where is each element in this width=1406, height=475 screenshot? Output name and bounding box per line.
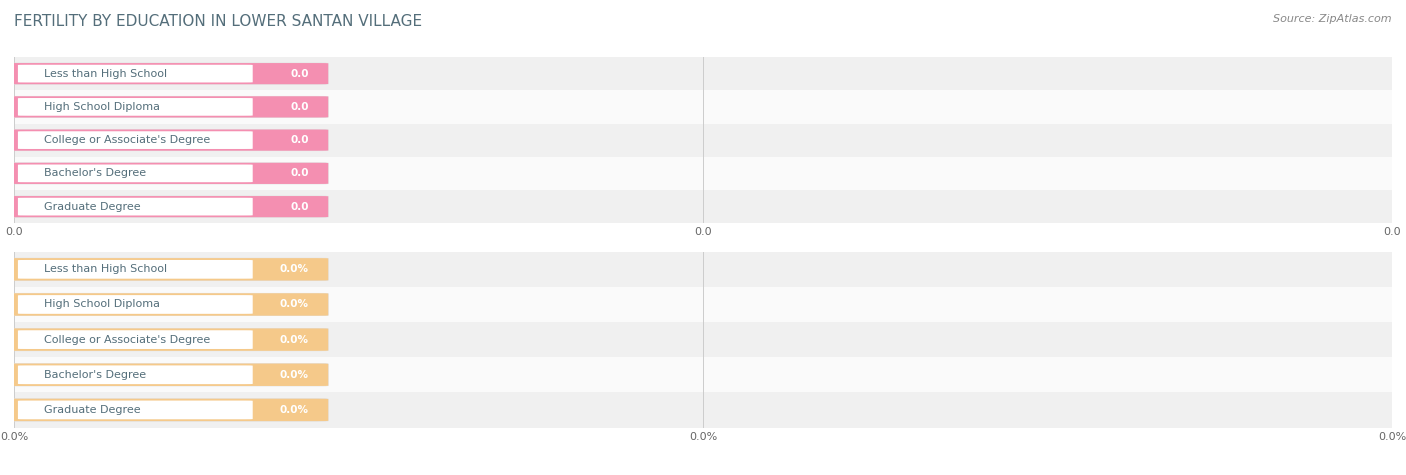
Bar xyxy=(14,190,1392,223)
FancyBboxPatch shape xyxy=(3,130,328,151)
FancyBboxPatch shape xyxy=(3,96,328,117)
Text: 0.0%: 0.0% xyxy=(280,299,309,310)
FancyBboxPatch shape xyxy=(3,258,328,281)
FancyBboxPatch shape xyxy=(18,131,253,149)
Bar xyxy=(14,90,1392,124)
FancyBboxPatch shape xyxy=(3,293,328,316)
Text: 0.0: 0.0 xyxy=(291,168,309,179)
FancyBboxPatch shape xyxy=(18,400,253,419)
Text: Source: ZipAtlas.com: Source: ZipAtlas.com xyxy=(1274,14,1392,24)
Text: Graduate Degree: Graduate Degree xyxy=(44,201,141,212)
Text: 0.0%: 0.0% xyxy=(280,370,309,380)
FancyBboxPatch shape xyxy=(18,98,253,116)
FancyBboxPatch shape xyxy=(3,63,328,84)
Text: College or Associate's Degree: College or Associate's Degree xyxy=(44,334,209,345)
FancyBboxPatch shape xyxy=(3,328,328,351)
FancyBboxPatch shape xyxy=(3,258,328,281)
FancyBboxPatch shape xyxy=(3,363,328,386)
Bar xyxy=(14,124,1392,157)
Bar xyxy=(14,392,1392,428)
Bar xyxy=(14,57,1392,90)
Text: High School Diploma: High School Diploma xyxy=(44,299,160,310)
Text: 0.0: 0.0 xyxy=(291,201,309,212)
FancyBboxPatch shape xyxy=(18,164,253,182)
Bar xyxy=(14,287,1392,322)
Text: 0.0%: 0.0% xyxy=(280,405,309,415)
Bar xyxy=(14,322,1392,357)
Text: 0.0: 0.0 xyxy=(291,102,309,112)
FancyBboxPatch shape xyxy=(3,293,328,316)
FancyBboxPatch shape xyxy=(3,196,328,217)
Text: High School Diploma: High School Diploma xyxy=(44,102,160,112)
FancyBboxPatch shape xyxy=(18,330,253,349)
FancyBboxPatch shape xyxy=(3,196,328,217)
FancyBboxPatch shape xyxy=(18,198,253,216)
Text: Graduate Degree: Graduate Degree xyxy=(44,405,141,415)
Text: 0.0: 0.0 xyxy=(291,135,309,145)
Text: 0.0%: 0.0% xyxy=(280,264,309,275)
FancyBboxPatch shape xyxy=(3,163,328,184)
FancyBboxPatch shape xyxy=(3,399,328,421)
Text: Bachelor's Degree: Bachelor's Degree xyxy=(44,168,146,179)
FancyBboxPatch shape xyxy=(3,328,328,351)
Bar xyxy=(14,157,1392,190)
Text: FERTILITY BY EDUCATION IN LOWER SANTAN VILLAGE: FERTILITY BY EDUCATION IN LOWER SANTAN V… xyxy=(14,14,422,29)
FancyBboxPatch shape xyxy=(3,130,328,151)
Text: 0.0: 0.0 xyxy=(291,68,309,79)
Bar xyxy=(14,357,1392,392)
FancyBboxPatch shape xyxy=(3,63,328,84)
FancyBboxPatch shape xyxy=(3,399,328,421)
Text: Bachelor's Degree: Bachelor's Degree xyxy=(44,370,146,380)
FancyBboxPatch shape xyxy=(3,96,328,117)
FancyBboxPatch shape xyxy=(18,295,253,314)
FancyBboxPatch shape xyxy=(18,65,253,83)
FancyBboxPatch shape xyxy=(18,260,253,279)
Text: Less than High School: Less than High School xyxy=(44,68,167,79)
Text: 0.0%: 0.0% xyxy=(280,334,309,345)
FancyBboxPatch shape xyxy=(18,365,253,384)
FancyBboxPatch shape xyxy=(3,163,328,184)
Text: College or Associate's Degree: College or Associate's Degree xyxy=(44,135,209,145)
Text: Less than High School: Less than High School xyxy=(44,264,167,275)
Bar xyxy=(14,252,1392,287)
FancyBboxPatch shape xyxy=(3,363,328,386)
